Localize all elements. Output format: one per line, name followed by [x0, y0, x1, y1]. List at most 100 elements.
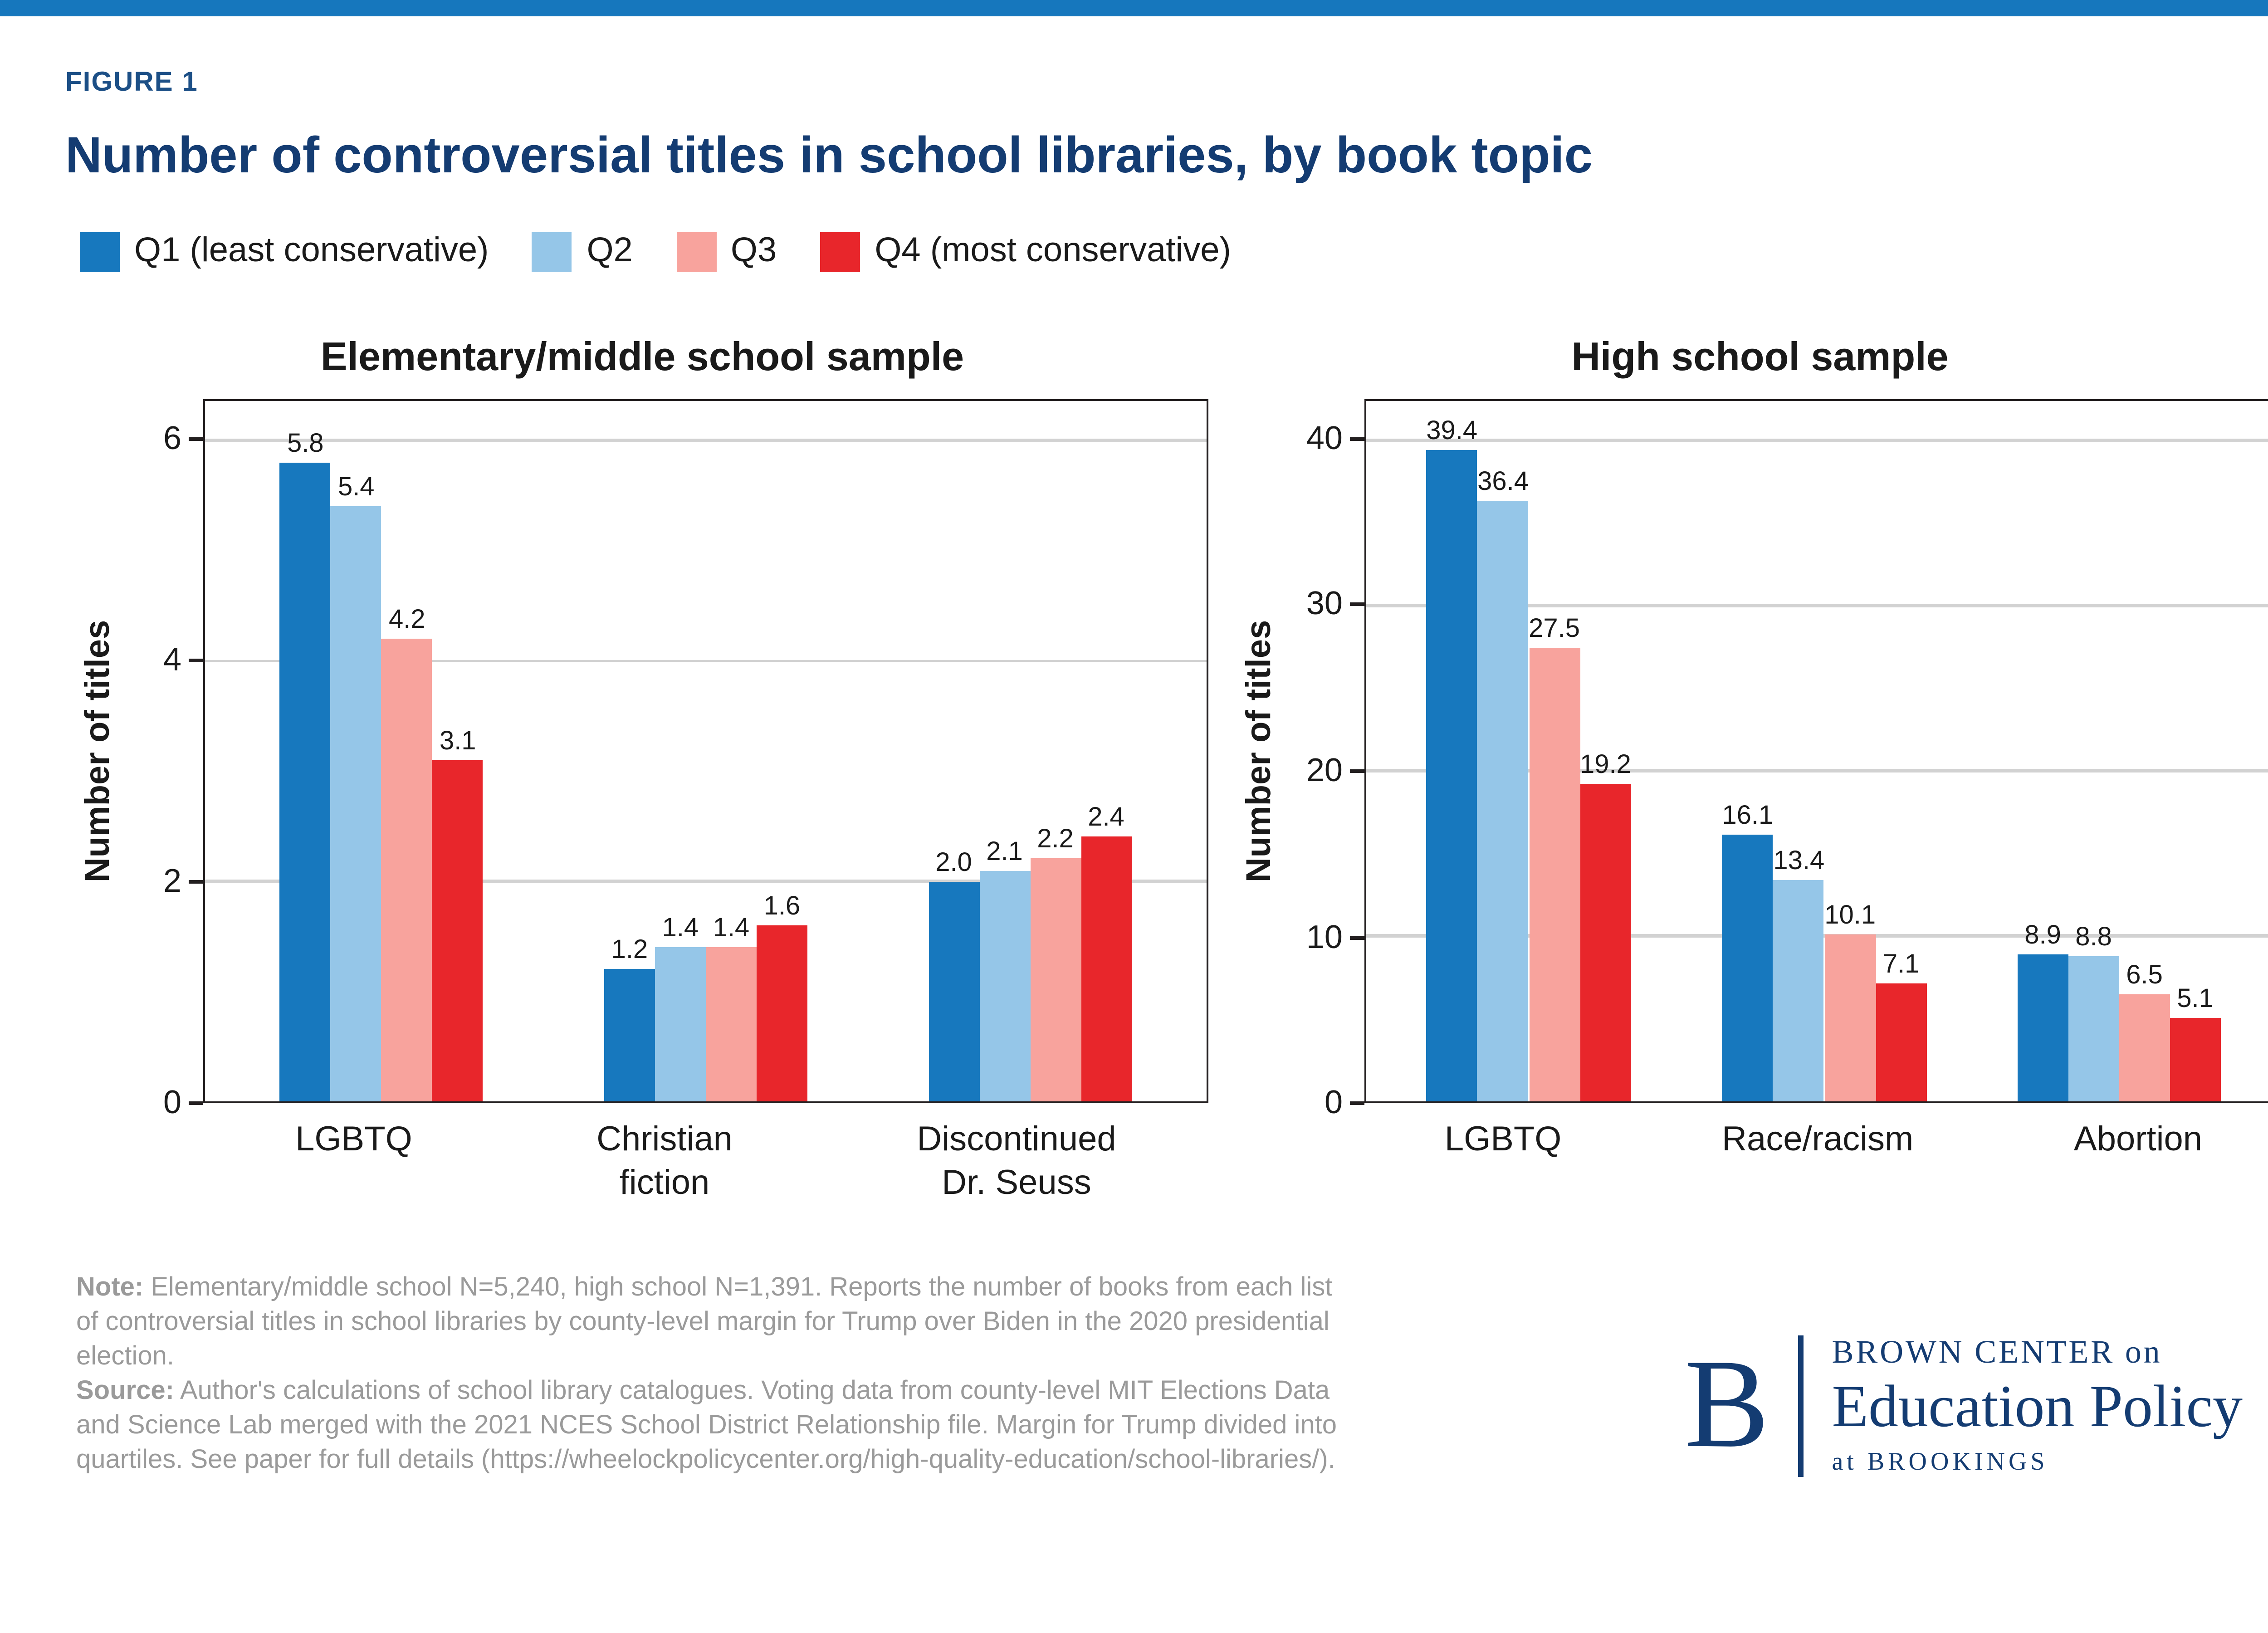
note-paragraph: Note: Elementary/middle school N=5,240, …	[76, 1271, 1346, 1375]
logo-education-policy: Education Policy	[1832, 1374, 2243, 1440]
y-tick-mark	[189, 880, 203, 884]
bar-value-label: 5.4	[337, 474, 375, 504]
x-category-label: Abortion	[2074, 1121, 2203, 1159]
bar-q1	[2017, 954, 2068, 1101]
plot-area: 39.4 36.4 27.5 19.2 16.1 13.4 10.1 7.1 8.9 8.8 6.5…	[1364, 399, 2268, 1103]
legend-item-q3: Q3	[676, 232, 777, 272]
y-tick-mark	[1350, 437, 1364, 441]
bar-value-label: 7.1	[1882, 951, 1920, 981]
legend-swatch-q3	[676, 232, 716, 272]
y-axis-label: Number of titles	[1241, 620, 1279, 883]
plot-area: 5.8 5.4 4.2 3.1 1.2 1.4 1.4 1.6 2.0 2.1 2.2 2.4	[203, 399, 1208, 1103]
y-tick-mark	[189, 1101, 203, 1105]
bar-column: 6.5	[2119, 401, 2170, 1101]
source-paragraph: Source: Author's calculations of school …	[76, 1375, 1346, 1480]
legend-swatch-q2	[532, 232, 572, 272]
bar-value-label: 2.2	[1037, 826, 1074, 856]
source-text: Author's calculations of school library …	[76, 1377, 1337, 1476]
bar-value-label: 8.9	[2024, 921, 2061, 951]
y-tick-mark	[1350, 1101, 1364, 1105]
bar-groups: 39.4 36.4 27.5 19.2 16.1 13.4 10.1 7.1 8.9 8.8 6.5…	[1366, 401, 2268, 1101]
bar-q2	[331, 507, 382, 1101]
bar-column: 2.0	[928, 401, 979, 1101]
bar-q1	[280, 463, 331, 1101]
bar-q4	[1080, 837, 1132, 1101]
x-category-label: LGBTQ	[1444, 1121, 1562, 1159]
y-axis-label: Number of titles	[80, 620, 118, 883]
bar-column: 2.1	[979, 401, 1030, 1101]
bar-column: 4.2	[381, 401, 433, 1101]
note-label: Note:	[76, 1273, 144, 1302]
bar-group: 16.1 13.4 10.1 7.1	[1722, 401, 1927, 1101]
y-tick-label: 4	[163, 641, 181, 678]
gridline	[1366, 769, 2268, 772]
legend-label-q3: Q3	[730, 232, 777, 270]
y-tick-label: 30	[1306, 586, 1343, 622]
legend-swatch-q1	[80, 232, 120, 272]
bar-group: 39.4 36.4 27.5 19.2	[1426, 401, 1631, 1101]
bar-value-label: 2.0	[935, 848, 972, 878]
legend-label-q1: Q1 (least conservative)	[134, 232, 489, 270]
bar-value-label: 3.1	[439, 727, 476, 757]
y-tick-mark	[1350, 603, 1364, 607]
y-tick-label: 10	[1306, 918, 1343, 954]
logo-divider	[1798, 1335, 1803, 1476]
bar-column: 27.5	[1529, 401, 1580, 1101]
bar-q3	[381, 639, 433, 1101]
bar-column: 5.8	[280, 401, 331, 1101]
notes: Note: Elementary/middle school N=5,240, …	[76, 1271, 1346, 1479]
gridline	[205, 439, 1207, 442]
bar-column: 7.1	[1876, 401, 1927, 1101]
y-tick-mark	[189, 437, 203, 441]
logo-b-initial: B	[1684, 1335, 1769, 1475]
y-tick-label: 40	[1306, 420, 1343, 456]
y-tick-label: 0	[1324, 1084, 1343, 1120]
bar-column: 39.4	[1426, 401, 1477, 1101]
bar-q1	[1426, 450, 1477, 1101]
bar-groups: 5.8 5.4 4.2 3.1 1.2 1.4 1.4 1.6 2.0 2.1 2.2 2.4	[205, 401, 1207, 1101]
bar-group: 1.2 1.4 1.4 1.6	[604, 401, 807, 1101]
bar-column: 8.9	[2017, 401, 2068, 1101]
bar-q2	[2068, 956, 2119, 1101]
bar-value-label: 4.2	[388, 606, 425, 636]
brookings-logo: B BROWN CENTER on Education Policy at BR…	[1685, 1333, 2243, 1478]
bar-column: 5.4	[331, 401, 382, 1101]
bar-group: 8.9 8.8 6.5 5.1	[2017, 401, 2221, 1101]
gridline	[1366, 439, 2268, 442]
bar-value-label: 16.1	[1722, 802, 1774, 832]
bar-value-label: 36.4	[1477, 467, 1529, 497]
bar-q2	[1773, 880, 1824, 1101]
bar-value-label: 5.8	[287, 430, 324, 459]
bar-value-label: 10.1	[1824, 902, 1876, 931]
source-label: Source:	[76, 1377, 174, 1406]
bar-value-label: 19.2	[1580, 751, 1631, 781]
x-category-label: Christian fiction	[596, 1121, 733, 1203]
y-tick-mark	[1350, 935, 1364, 939]
logo-at-brookings: at BROOKINGS	[1832, 1449, 2048, 1476]
bar-q3	[1824, 934, 1876, 1101]
y-tick-label: 6	[163, 420, 181, 456]
figure-label: FIGURE 1	[65, 67, 198, 98]
y-tick-label: 0	[163, 1084, 181, 1120]
bar-q4	[1876, 984, 1927, 1101]
bar-value-label: 1.4	[713, 914, 750, 944]
y-tick-label: 2	[163, 863, 181, 899]
bar-column: 1.4	[705, 401, 757, 1101]
bar-q3	[705, 947, 757, 1101]
bar-column: 16.1	[1722, 401, 1773, 1101]
logo-brown-center: BROWN CENTER on	[1832, 1333, 2162, 1369]
bar-group: 2.0 2.1 2.2 2.4	[928, 401, 1132, 1101]
bar-value-label: 2.4	[1088, 804, 1124, 834]
footer: Note: Elementary/middle school N=5,240, …	[65, 1271, 2268, 1479]
bar-value-label: 1.4	[662, 914, 699, 944]
bar-column: 2.4	[1080, 401, 1132, 1101]
y-tick-mark	[1350, 769, 1364, 773]
gridline	[205, 659, 1207, 662]
bar-column: 3.1	[432, 401, 484, 1101]
bar-q2	[655, 947, 706, 1101]
chart-high-school: High school sample Number of titles 0 10 20 3…	[1237, 334, 2268, 1206]
page-title: Number of controversial titles in school…	[65, 127, 1593, 183]
chart-title: Elementary/middle school sample	[320, 334, 964, 379]
